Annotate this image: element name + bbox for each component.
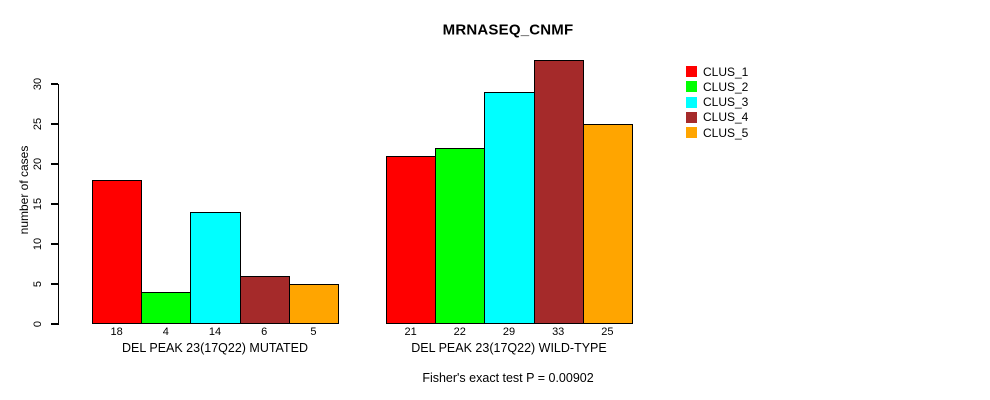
y-tick-label: 0 bbox=[32, 320, 44, 328]
y-tick-mark bbox=[51, 243, 58, 245]
bar-value-label: 33 bbox=[552, 326, 565, 338]
legend-swatch-clus_3 bbox=[686, 96, 697, 108]
y-tick-label: 15 bbox=[32, 197, 44, 211]
legend-swatch-clus_5 bbox=[686, 127, 697, 139]
chart-title: MRNASEQ_CNMF bbox=[442, 21, 574, 39]
legend-label-clus_1: CLUS_1 bbox=[703, 64, 749, 79]
y-tick-mark bbox=[51, 163, 58, 165]
y-tick-mark bbox=[51, 203, 58, 205]
bar-value-label: 4 bbox=[162, 326, 169, 338]
bar-clus_3-group2 bbox=[484, 92, 535, 324]
legend-label-clus_2: CLUS_2 bbox=[703, 79, 749, 94]
bar-value-label: 14 bbox=[208, 326, 222, 338]
bar-clus_2-group1 bbox=[141, 292, 192, 324]
y-tick-mark bbox=[51, 83, 58, 85]
group-label: DEL PEAK 23(17Q22) MUTATED bbox=[122, 341, 308, 355]
bar-value-label: 29 bbox=[502, 326, 516, 338]
bar-value-label: 18 bbox=[110, 326, 123, 338]
legend-swatch-clus_1 bbox=[686, 66, 697, 77]
y-tick-label: 5 bbox=[32, 280, 44, 288]
annotation-fisher-test: Fisher's exact test P = 0.00902 bbox=[422, 371, 594, 385]
legend-label-clus_3: CLUS_3 bbox=[703, 95, 749, 110]
bar-clus_1-group1 bbox=[92, 180, 143, 324]
bar-clus_5-group2 bbox=[582, 124, 633, 324]
bar-value-label: 21 bbox=[404, 326, 417, 338]
bar-clus_1-group2 bbox=[386, 156, 437, 324]
bar-value-label: 22 bbox=[453, 326, 466, 338]
bar-clus_5-group1 bbox=[288, 284, 339, 324]
bar-value-label: 6 bbox=[261, 326, 268, 338]
bar-clus_4-group1 bbox=[239, 276, 290, 324]
legend-label-clus_5: CLUS_5 bbox=[703, 125, 749, 140]
group-label: DEL PEAK 23(17Q22) WILD-TYPE bbox=[411, 341, 607, 355]
bar-clus_2-group2 bbox=[435, 148, 486, 324]
y-tick-mark bbox=[51, 123, 58, 125]
y-tick-mark bbox=[51, 283, 58, 285]
y-tick-mark bbox=[51, 323, 58, 325]
y-tick-label: 20 bbox=[32, 157, 44, 171]
y-axis-line bbox=[57, 84, 59, 325]
y-tick-label: 30 bbox=[32, 77, 44, 91]
bar-clus_4-group2 bbox=[533, 60, 584, 324]
bar-value-label: 25 bbox=[601, 326, 614, 338]
bar-clus_3-group1 bbox=[190, 212, 241, 324]
bar-value-label: 5 bbox=[310, 326, 317, 338]
y-axis-label: number of cases bbox=[17, 145, 31, 235]
legend-label-clus_4: CLUS_4 bbox=[703, 110, 749, 125]
y-tick-label: 10 bbox=[32, 237, 44, 251]
legend-swatch-clus_4 bbox=[686, 111, 697, 123]
legend-swatch-clus_2 bbox=[686, 81, 697, 93]
y-tick-label: 25 bbox=[32, 117, 44, 131]
